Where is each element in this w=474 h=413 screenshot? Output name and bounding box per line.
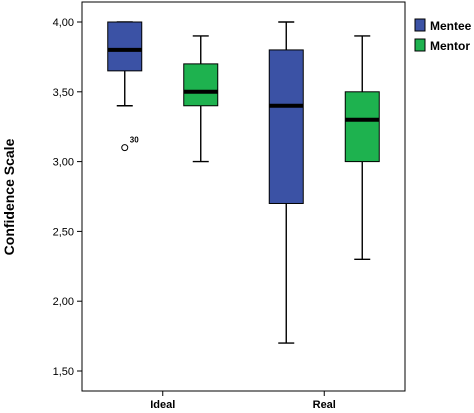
y-tick-label: 3,50 [53,87,74,99]
y-tick-label: 4,00 [53,17,74,29]
iqr-box [107,21,143,72]
legend-label: Mentee [430,19,472,33]
box-mentor-real [344,35,380,261]
y-axis: 1,50 2,00 2,50 3,00 3,50 4,00 [53,17,82,378]
y-tick-label: 2,50 [53,226,74,238]
y-tick-label: 1,50 [53,366,74,378]
box-group: 30 [107,21,380,344]
legend-swatch [414,38,426,52]
outlier-label: 30 [130,136,139,145]
box-mentee-real [268,21,304,344]
legend-swatch [414,18,426,32]
box-mentee-ideal: 30 [107,21,143,152]
y-axis-label: Confidence Scale [1,138,17,255]
x-axis: Ideal Real [150,391,336,411]
x-tick-label: Ideal [150,399,175,411]
iqr-box [268,49,304,204]
outlier-point [121,144,129,152]
iqr-box [344,91,380,163]
y-tick-label: 3,00 [53,157,74,169]
iqr-box [183,63,219,107]
legend-label: Mentor [430,39,470,53]
x-tick-label: Real [313,399,336,411]
y-tick-label: 2,00 [53,296,74,308]
box-mentor-ideal [183,35,219,163]
legend: Mentee Mentor [414,18,472,53]
